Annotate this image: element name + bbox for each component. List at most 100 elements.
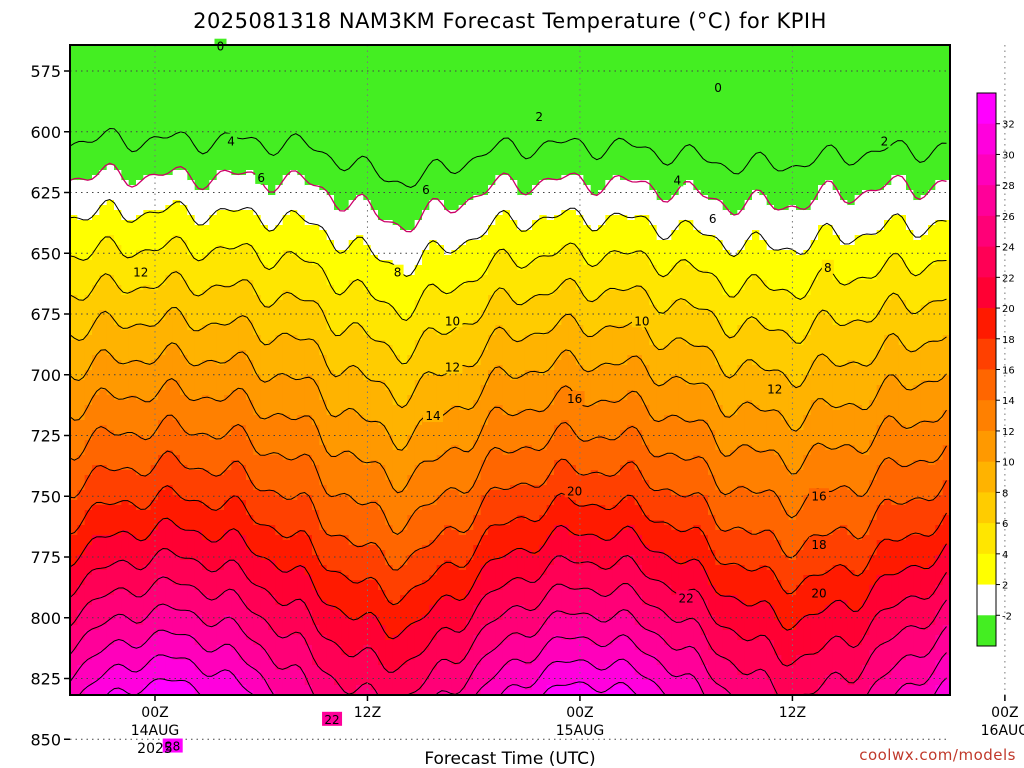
temperature-cell (656, 420, 665, 456)
temperature-cell (216, 400, 225, 441)
temperature-cell (568, 430, 577, 466)
temperature-cell (275, 335, 284, 376)
temperature-cell (246, 245, 254, 281)
temperature-cell (436, 495, 445, 536)
temperature-cell (759, 670, 768, 695)
temperature-cell (561, 315, 570, 351)
temperature-cell (224, 645, 232, 671)
colorbar-segment (977, 523, 996, 555)
temperature-cell (297, 565, 306, 601)
temperature-cell (774, 250, 782, 291)
temperature-cell (693, 590, 702, 621)
temperature-cell (194, 330, 203, 366)
temperature-cell (730, 415, 738, 451)
temperature-cell (224, 670, 232, 695)
temperature-cell (348, 200, 357, 241)
temperature-cell (612, 685, 621, 695)
temperature-cell (297, 635, 306, 671)
temperature-cell (136, 325, 144, 361)
temperature-cell (510, 450, 518, 486)
plot-frame (69, 44, 951, 696)
temperature-cell (128, 505, 137, 536)
temperature-cell (392, 405, 401, 451)
temperature-cell (700, 535, 709, 571)
temperature-cell (664, 240, 672, 276)
temperature-cell (480, 625, 489, 656)
temperature-cell (400, 230, 408, 276)
temperature-cell (620, 45, 628, 181)
x-tick-label: 2025 (137, 741, 173, 757)
temperature-cell (752, 365, 760, 406)
temperature-cell (876, 190, 885, 231)
temperature-cell (231, 425, 240, 461)
temperature-cell (737, 45, 746, 211)
temperature-cell (524, 580, 533, 611)
colorbar-label: 4 (1002, 550, 1008, 561)
temperature-cell (275, 570, 284, 606)
temperature-cell (781, 45, 790, 211)
temperature-cell (348, 410, 357, 456)
temperature-cell (480, 655, 489, 686)
temperature-cell (532, 680, 540, 695)
temperature-cell (106, 595, 115, 621)
temperature-cell (847, 535, 856, 571)
temperature-cell (810, 400, 819, 446)
contour-label: 20 (567, 484, 582, 498)
temperature-cell (392, 310, 401, 356)
temperature-cell (517, 305, 526, 341)
temperature-cell (840, 285, 848, 326)
temperature-cell (282, 250, 291, 291)
temperature-cell (656, 315, 665, 351)
temperature-cell (370, 300, 379, 341)
temperature-cell (561, 525, 570, 556)
temperature-cell (99, 595, 108, 626)
temperature-cell (282, 415, 291, 461)
temperature-cell (429, 285, 438, 331)
temperature-cell (400, 365, 408, 406)
temperature-cell (114, 45, 122, 171)
temperature-cell (341, 410, 350, 451)
temperature-cell (649, 420, 658, 456)
temperature-cell (532, 335, 540, 371)
temperature-cell (634, 430, 643, 471)
temperature-cell (172, 420, 181, 456)
temperature-cell (554, 255, 562, 291)
temperature-cell (818, 270, 826, 311)
temperature-cell (642, 215, 650, 256)
temperature-cell (942, 180, 950, 221)
temperature-cell (576, 615, 584, 636)
temperature-cell (766, 45, 775, 206)
temperature-cell (106, 535, 115, 566)
contour-label: 2 (535, 110, 543, 124)
temperature-cell (576, 365, 584, 401)
temperature-cell (510, 635, 518, 661)
temperature-cell (561, 245, 570, 281)
temperature-cell (832, 565, 841, 601)
contour-label-bg (764, 381, 785, 396)
temperature-cell (304, 300, 313, 341)
temperature-cell (730, 490, 738, 531)
temperature-cell (810, 445, 819, 491)
temperature-cell (539, 670, 548, 695)
temperature-cell (194, 670, 203, 695)
temperature-cell (671, 195, 680, 231)
temperature-cell (451, 45, 460, 211)
temperature-cell (539, 450, 548, 486)
temperature-cell (590, 690, 599, 695)
temperature-cell (106, 395, 115, 431)
temperature-cell (546, 370, 555, 406)
temperature-cell (913, 350, 922, 386)
temperature-cell (906, 310, 914, 351)
temperature-cell (752, 570, 760, 606)
temperature-cell (436, 375, 445, 416)
temperature-cell (128, 620, 137, 646)
temperature-cell (436, 565, 445, 601)
temperature-cell (781, 375, 790, 421)
temperature-cell (876, 610, 885, 646)
temperature-cell (612, 175, 621, 216)
temperature-cell (253, 455, 262, 491)
temperature-cell (429, 640, 438, 671)
temperature-cell (392, 450, 401, 491)
temperature-cell (429, 240, 438, 286)
temperature-cell (942, 45, 950, 181)
